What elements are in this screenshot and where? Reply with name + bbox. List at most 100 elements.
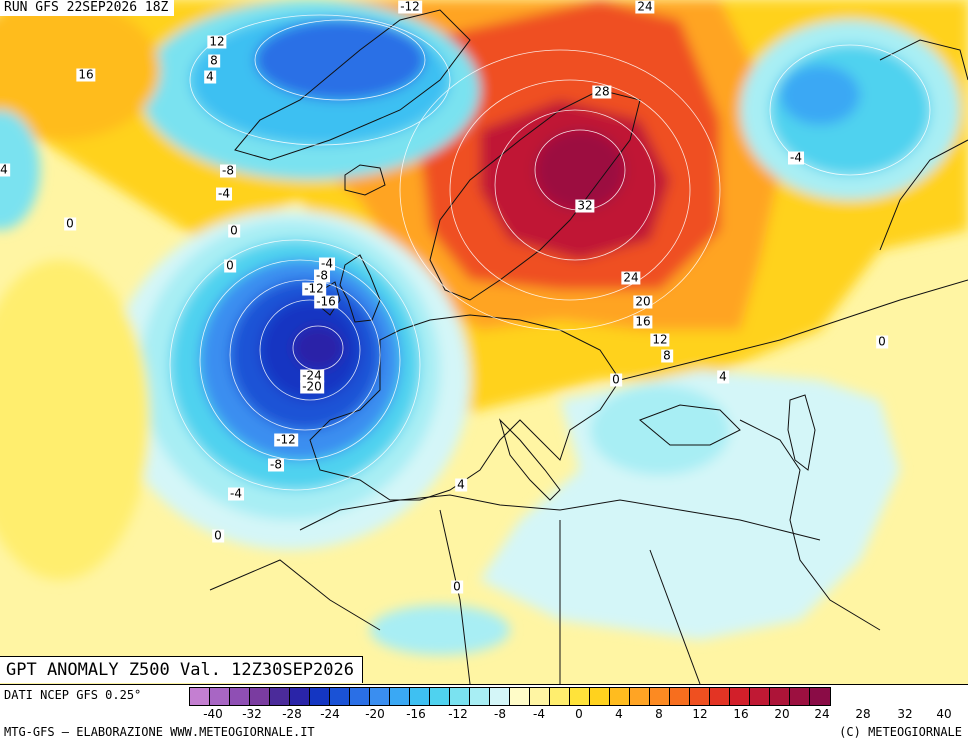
- legend-swatch: [690, 688, 710, 705]
- anomaly-map: -12 24 12 8 4 16 28 32 -4 -8 -4 0 0 0 -4 -8 -12 -16 -24 -20…: [0, 0, 968, 685]
- legend-swatch: [290, 688, 310, 705]
- contour-label: 4: [455, 477, 467, 492]
- contour-label: 24: [621, 270, 641, 285]
- footer: DATI NCEP GFS 0.25° -40 -32 -28 -24 -20 -16 -1…: [0, 685, 968, 745]
- legend-swatch: [450, 688, 470, 705]
- contour-label: -8: [220, 163, 236, 178]
- legend-swatch: [790, 688, 810, 705]
- legend-swatch: [310, 688, 330, 705]
- legend-swatch: [350, 688, 370, 705]
- ridge-peak: [535, 130, 625, 210]
- legend-swatch: [330, 688, 350, 705]
- contour-high-4: [399, 49, 721, 331]
- med-negative: [480, 370, 900, 640]
- legend-tick-label: 32: [897, 707, 913, 721]
- legend-swatch: [190, 688, 210, 705]
- credit-left: MTG-GFS — ELABORAZIONE WWW.METEOGIORNALE…: [4, 725, 315, 739]
- contour-label: -20: [300, 379, 324, 394]
- east-border: [879, 139, 968, 251]
- contour-greenland-2: [189, 14, 451, 146]
- middle-east-coast: [739, 419, 881, 631]
- legend-swatch: [810, 688, 830, 705]
- legend-swatch: [590, 688, 610, 705]
- legend-swatch: [570, 688, 590, 705]
- contour-label: 32: [575, 198, 595, 213]
- south-negative: [370, 605, 510, 655]
- northwest-cyan: [0, 110, 40, 230]
- contour-label: 8: [661, 348, 673, 363]
- russia-border: [619, 279, 968, 381]
- legend-tick-label: 8: [655, 707, 663, 721]
- data-source-label: DATI NCEP GFS 0.25°: [4, 688, 142, 702]
- contour-label: -8: [314, 268, 330, 283]
- contour-label: 0: [876, 334, 888, 349]
- contour-low-5: [169, 239, 421, 491]
- contour-label: -8: [268, 457, 284, 472]
- legend-swatch: [510, 688, 530, 705]
- africa-border-1: [439, 509, 471, 684]
- contour-label: 0: [64, 216, 76, 231]
- contour-label: -16: [314, 294, 338, 309]
- atlantic-low-core: [293, 326, 343, 370]
- legend-swatch: [230, 688, 250, 705]
- contour-high-3: [449, 79, 691, 301]
- legend-tick-label: -40: [203, 707, 223, 721]
- chart-title: GPT ANOMALY Z500 Val. 12Z30SEP2026: [0, 656, 363, 683]
- legend-swatch: [210, 688, 230, 705]
- contour-label: 4: [204, 69, 216, 84]
- contour-label: -4: [216, 186, 232, 201]
- contour-label: -4: [319, 256, 335, 271]
- contour-label: -12: [398, 0, 422, 14]
- contour-label: 4: [0, 162, 10, 177]
- black-sea: [639, 404, 741, 446]
- africa-border-3: [649, 549, 701, 684]
- legend-tick-label: -8: [494, 707, 506, 721]
- contour-label: 0: [610, 372, 622, 387]
- legend-tick-label: 24: [814, 707, 830, 721]
- contour-low-1: [199, 259, 401, 461]
- east-trough-core: [780, 65, 860, 125]
- contour-label: 8: [208, 53, 220, 68]
- legend-swatch: [530, 688, 550, 705]
- legend-swatch: [470, 688, 490, 705]
- contour-label: -12: [274, 432, 298, 447]
- contour-label: 20: [633, 294, 653, 309]
- legend-tick-label: 16: [733, 707, 749, 721]
- contour-label: 12: [207, 34, 227, 49]
- scandinavia-coast: [429, 89, 641, 301]
- legend-swatch: [410, 688, 430, 705]
- europe-coast: [309, 314, 621, 501]
- contour-label: 24: [635, 0, 655, 14]
- contour-label: -12: [302, 281, 326, 296]
- color-legend: [189, 687, 831, 706]
- contour-label: 0: [224, 258, 236, 273]
- contour-label: -4: [788, 150, 804, 165]
- contour-label: 0: [451, 579, 463, 594]
- contour-low-2: [229, 279, 381, 431]
- southwest-positive: [0, 260, 150, 580]
- africa-coast: [299, 494, 821, 541]
- legend-swatch: [630, 688, 650, 705]
- africa-border-4: [209, 559, 381, 631]
- contour-label: 0: [228, 223, 240, 238]
- color-legend-ticks: -40 -32 -28 -24 -20 -16 -12 -8 -4 0 4 8 12 16 20 24 28 32…: [0, 707, 968, 723]
- legend-swatch: [270, 688, 290, 705]
- contour-east-1: [769, 44, 931, 176]
- contour-label: 4: [717, 369, 729, 384]
- legend-swatch: [490, 688, 510, 705]
- legend-tick-label: 4: [615, 707, 623, 721]
- contour-label: 16: [76, 67, 96, 82]
- legend-swatch: [550, 688, 570, 705]
- legend-tick-label: 40: [936, 707, 952, 721]
- run-label: RUN GFS 22SEP2026 18Z: [0, 0, 175, 16]
- legend-swatch: [770, 688, 790, 705]
- legend-tick-label: -4: [533, 707, 545, 721]
- caspian-sea: [787, 394, 816, 471]
- contour-lines: [169, 14, 931, 491]
- legend-tick-label: -24: [320, 707, 340, 721]
- legend-tick-label: -28: [282, 707, 302, 721]
- far-east-coast: [879, 39, 968, 81]
- legend-swatch: [750, 688, 770, 705]
- legend-tick-label: -32: [242, 707, 262, 721]
- italy-coast: [498, 418, 561, 501]
